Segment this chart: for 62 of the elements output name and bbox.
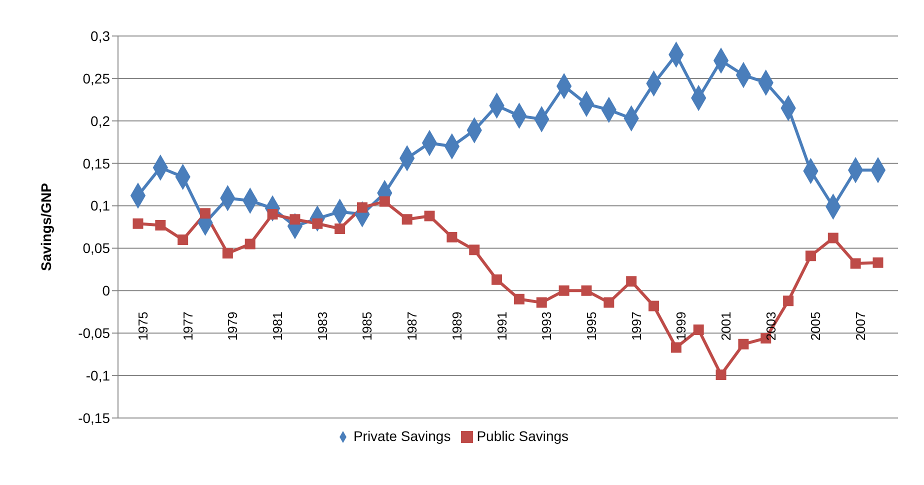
x-tick-label: 2001 [718,312,734,341]
y-tick-label: -0,05 [78,325,110,342]
y-tick-label: 0,3 [90,28,110,44]
point [178,234,188,245]
point [872,257,884,268]
x-tick-label: 2003 [763,312,778,341]
point [738,338,749,350]
y-tick-label: 0,2 [90,112,110,129]
x-tick-label: 1997 [628,312,644,341]
point [492,274,502,285]
y-tick-label: 0,05 [82,240,110,256]
x-tick-label: 1979 [225,312,240,341]
point [558,285,570,296]
y-tick-label: 0,1 [90,198,110,214]
x-tick-label: 2007 [853,312,868,341]
x-tick-label: 1999 [674,312,689,341]
x-tick-label: 1987 [404,312,420,341]
point [357,202,368,213]
point [469,244,480,256]
x-tick-label: 1977 [180,312,196,341]
y-tick-label: 0,25 [82,70,110,86]
point [200,208,211,219]
y-tick-label: -0,15 [78,410,110,426]
point [716,369,726,380]
point [402,214,412,225]
point [222,248,233,259]
point [670,342,682,353]
point [514,294,524,304]
x-tick-label: 1993 [539,312,554,341]
x-tick-label: 1989 [449,312,464,341]
x-tick-label: 1995 [584,312,599,341]
point [244,238,256,250]
legend-label: Public Savings [476,428,569,444]
point [805,250,816,262]
point [693,324,704,335]
y-tick-label: 0,15 [82,155,110,172]
point [446,232,458,242]
point [828,232,838,244]
point [132,218,144,229]
x-tick-label: 1975 [136,312,150,341]
x-tick-label: 2005 [808,312,824,341]
point [850,258,861,269]
point [536,297,547,308]
x-tick-label: 1983 [314,312,330,341]
y-tick-label: -0,1 [86,368,110,384]
point [783,296,794,306]
point [581,285,592,296]
point [648,300,659,312]
y-axis-title: Savings/GNP [38,183,54,271]
legend-label: Private Savings [353,428,451,444]
point [290,214,300,225]
point [379,196,390,207]
x-tick-label: 1991 [494,312,510,341]
y-tick-label: 0 [102,282,110,299]
point [604,297,614,308]
point [334,223,346,234]
x-tick-label: 1985 [360,312,375,341]
point [424,210,435,222]
point [267,209,278,220]
point [155,220,166,231]
x-tick-label: 1981 [270,312,286,341]
point [626,276,637,287]
